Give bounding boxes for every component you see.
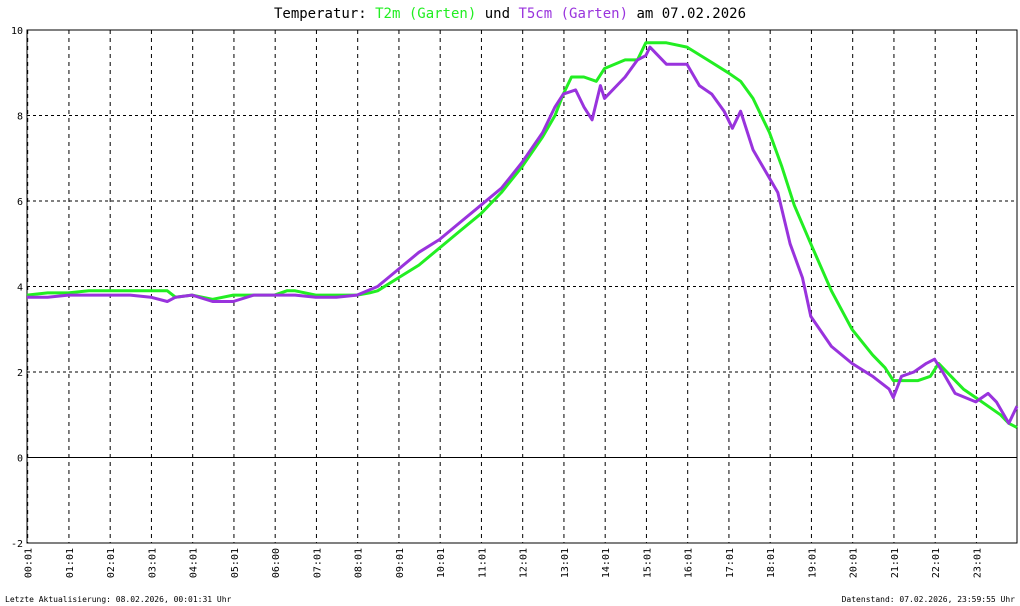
y-tick-label: 4 <box>17 283 23 294</box>
x-tick-label: 06:00 <box>271 548 282 578</box>
x-tick-label: 11:01 <box>477 548 488 578</box>
x-tick-label: 17:01 <box>725 548 736 578</box>
series-layer <box>26 41 1019 429</box>
x-tick-label: 19:01 <box>807 548 818 578</box>
x-tick-label: 20:01 <box>849 548 860 578</box>
footer-data-status: Datenstand: 07.02.2026, 23:59:55 Uhr <box>842 595 1016 604</box>
plot-frame <box>26 29 1018 544</box>
y-tick-label: 6 <box>17 197 23 208</box>
x-tick-label: 04:01 <box>189 548 200 578</box>
y-tick-label: 8 <box>17 112 23 123</box>
y-tick-label: -2 <box>11 539 23 550</box>
chart-title: Temperatur: T2m (Garten) und T5cm (Garte… <box>274 6 746 22</box>
x-tick-label: 01:01 <box>65 548 76 578</box>
x-tick-label: 09:01 <box>395 548 406 578</box>
x-tick-label: 18:01 <box>766 548 777 578</box>
y-tick-label: 2 <box>17 368 23 379</box>
x-tick-label: 03:01 <box>147 548 158 578</box>
x-tick-label: 23:01 <box>972 548 983 578</box>
x-tick-label: 14:01 <box>601 548 612 578</box>
x-tick-label: 02:01 <box>106 548 117 578</box>
footer-last-update: Letzte Aktualisierung: 08.02.2026, 00:01… <box>5 595 232 604</box>
title-prefix: Temperatur: <box>274 6 375 22</box>
x-tick-label: 05:01 <box>230 548 241 578</box>
x-tick-label: 13:01 <box>560 548 571 578</box>
x-tick-label: 21:01 <box>890 548 901 578</box>
title-series1: T2m (Garten) <box>375 6 476 22</box>
x-tick-label: 00:01 <box>24 548 35 578</box>
x-tick-label: 22:01 <box>931 548 942 578</box>
series-line-t5cm <box>27 45 1019 425</box>
grid-layer <box>27 30 1017 543</box>
x-tick-label: 07:01 <box>312 548 323 578</box>
x-tick-label: 16:01 <box>684 548 695 578</box>
title-suffix: am 07.02.2026 <box>628 6 746 22</box>
title-connector: und <box>476 6 518 22</box>
y-tick-label: 10 <box>11 26 23 37</box>
axis-layer: -2 0 2 4 6 8 10 00:01 01:01 02:01 03:01 04:01 05:01 0… <box>11 26 1018 578</box>
x-tick-label: 15:01 <box>642 548 653 578</box>
y-tick-label: 0 <box>17 454 23 465</box>
x-tick-label: 10:01 <box>436 548 447 578</box>
x-tick-label: 08:01 <box>354 548 365 578</box>
x-tick-label: 12:01 <box>519 548 530 578</box>
title-series2: T5cm (Garten) <box>518 6 628 22</box>
